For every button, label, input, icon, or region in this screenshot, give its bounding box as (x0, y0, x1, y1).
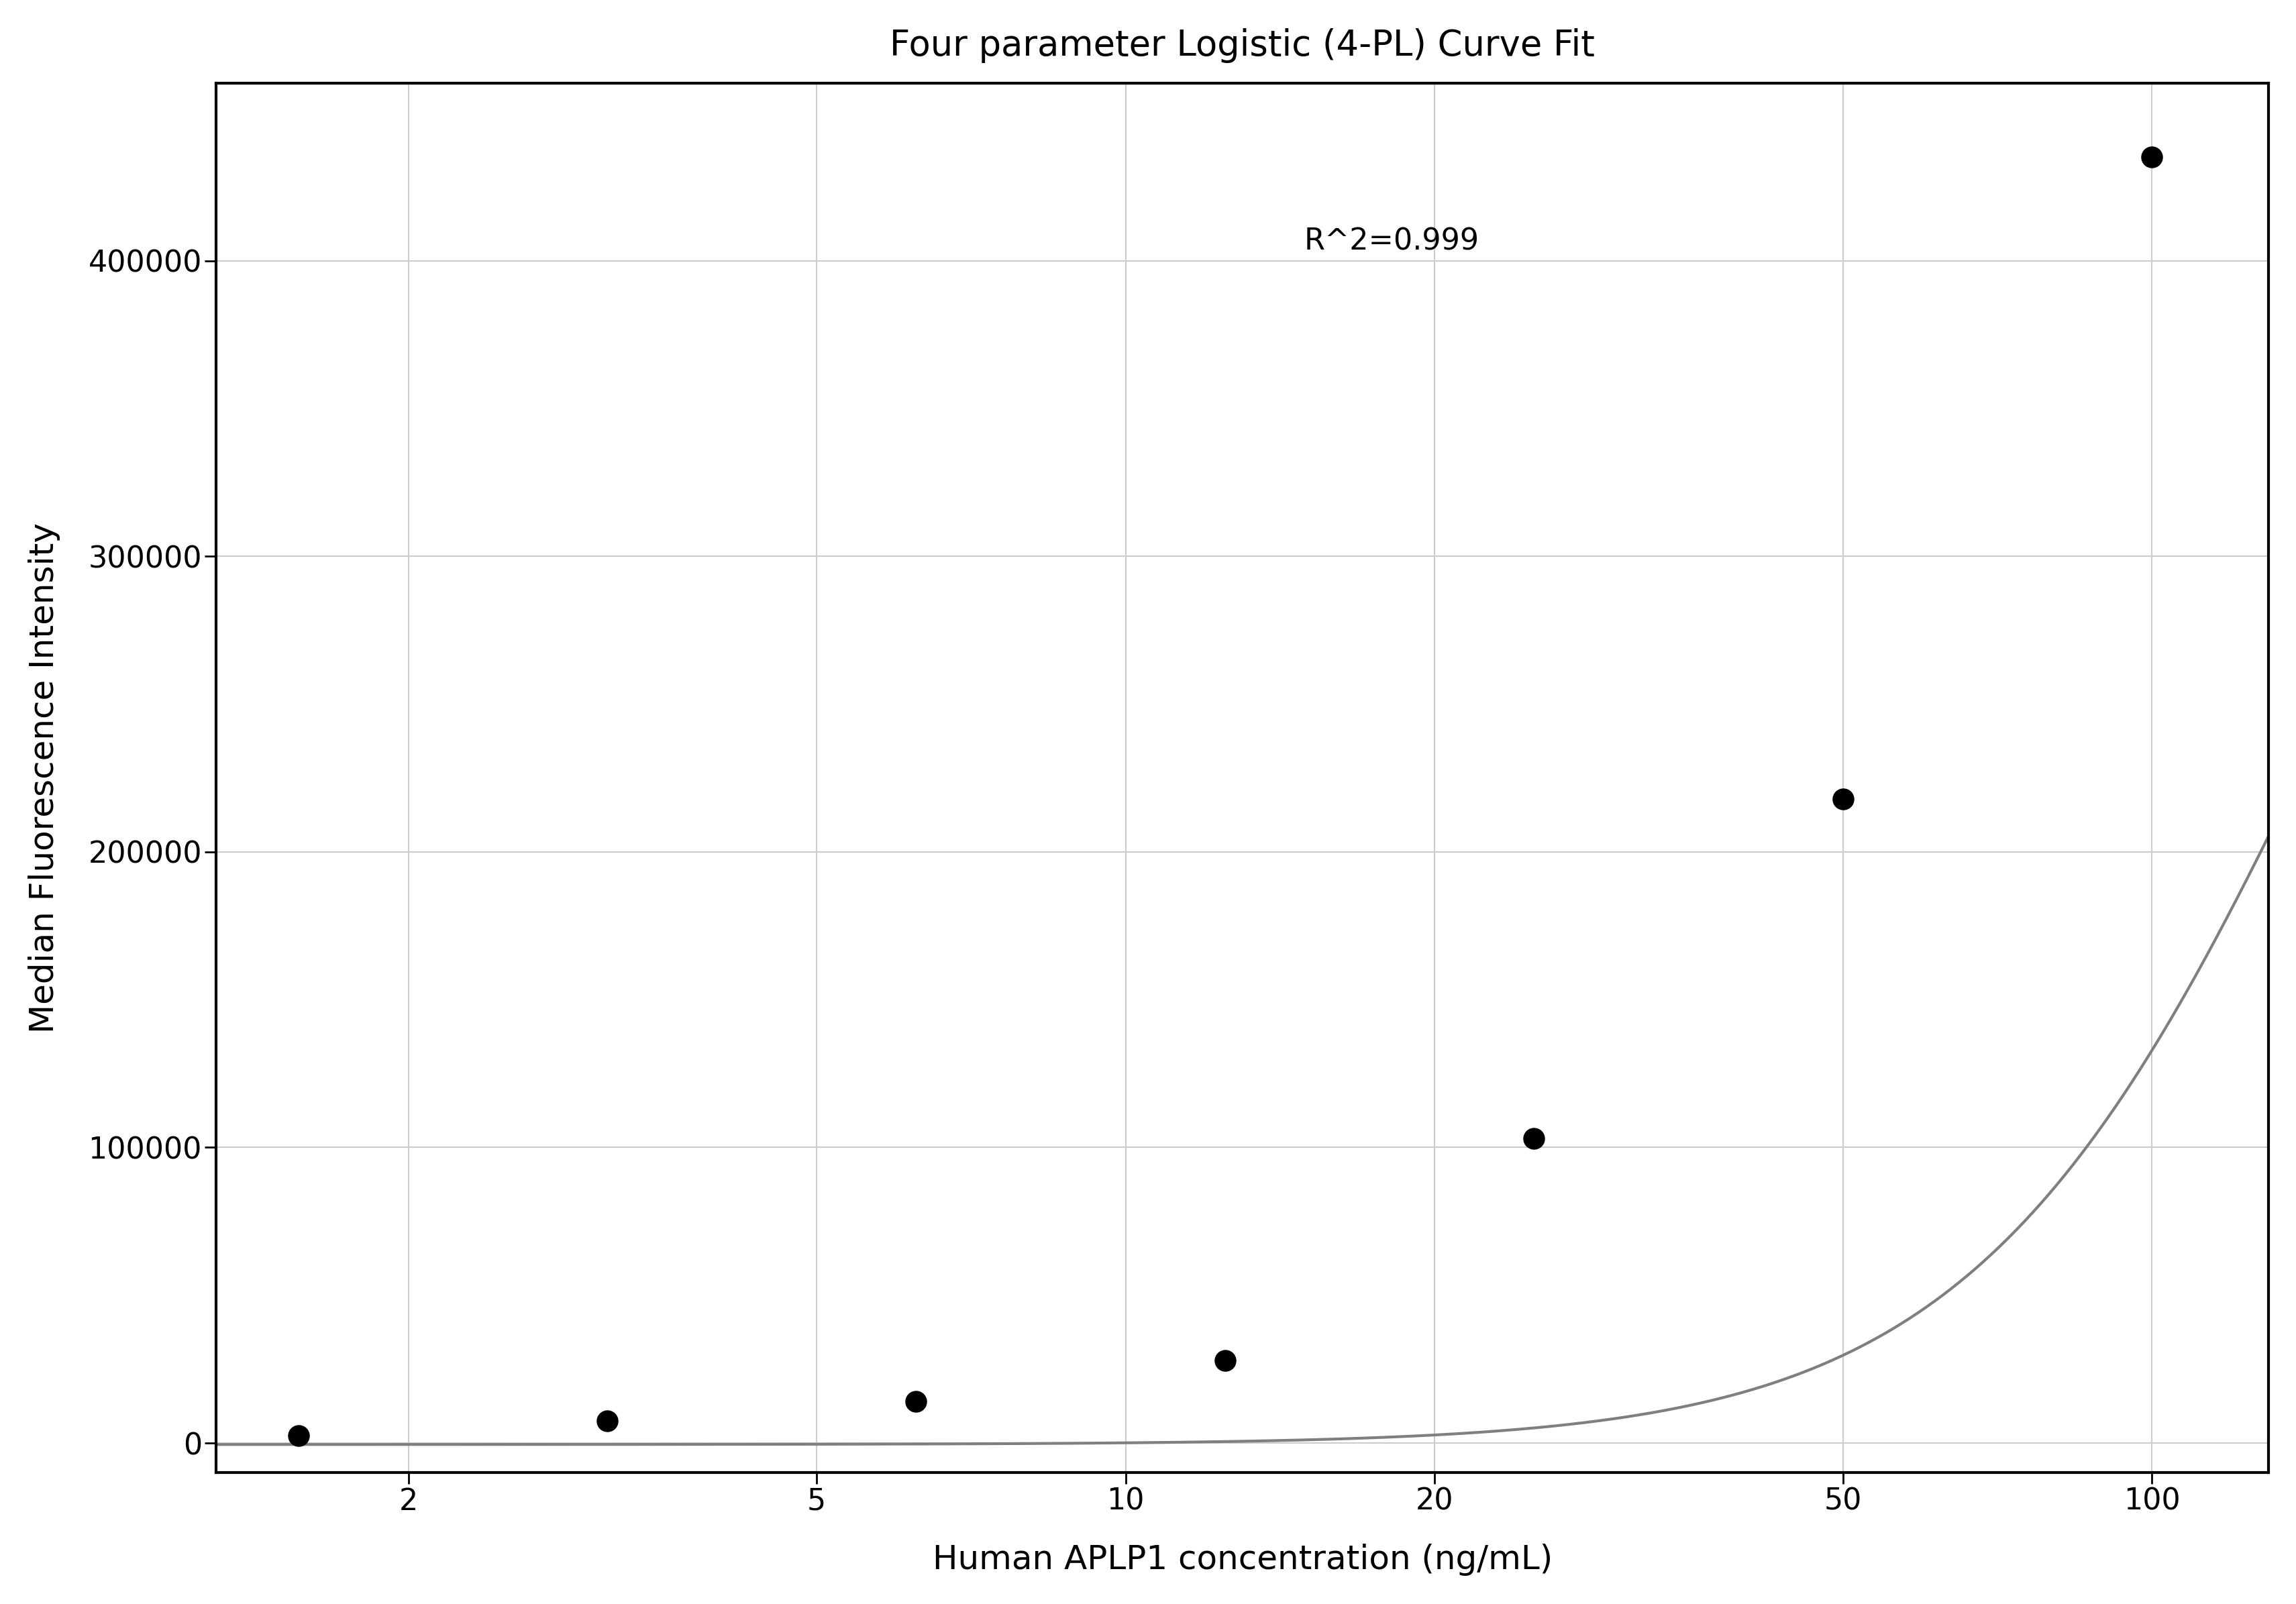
Point (898, 1389, 934, 1415)
Point (1205, 1347, 1242, 1373)
Y-axis label: Median Fluorescence Intensity: Median Fluorescence Intensity (28, 523, 60, 1033)
Point (1515, 1126, 1552, 1152)
Title: Four parameter Logistic (4-PL) Curve Fit: Four parameter Logistic (4-PL) Curve Fit (891, 27, 1596, 63)
Point (588, 1408, 625, 1434)
Point (1823, 786, 1860, 812)
X-axis label: Human APLP1 concentration (ng/mL): Human APLP1 concentration (ng/mL) (932, 1543, 1552, 1577)
Point (280, 1423, 317, 1448)
Text: R^2=0.999: R^2=0.999 (1304, 228, 1479, 257)
Point (2133, 144, 2170, 170)
